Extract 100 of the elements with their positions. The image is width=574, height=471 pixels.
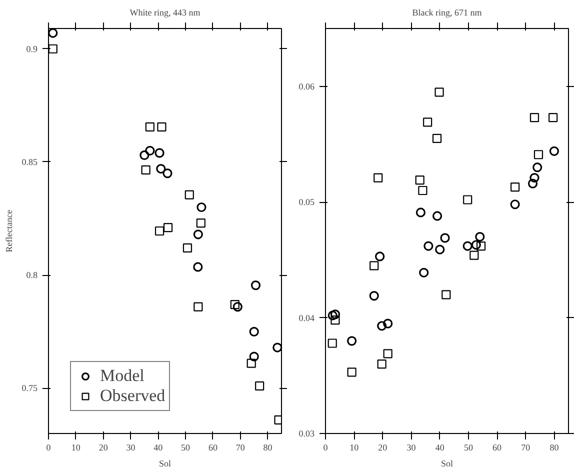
x-tick-label: 10 bbox=[350, 442, 360, 452]
y-tick-label: 0.04 bbox=[298, 312, 315, 323]
x-tick-label: 70 bbox=[236, 442, 246, 452]
x-tick-label: 0 bbox=[46, 442, 52, 452]
point bbox=[328, 338, 337, 348]
point bbox=[377, 360, 386, 369]
x-tick-label: 20 bbox=[378, 442, 388, 452]
point bbox=[154, 226, 164, 236]
legend-label: Observed bbox=[100, 386, 166, 406]
point bbox=[347, 368, 356, 377]
point bbox=[462, 241, 472, 251]
x-tick-label: 30 bbox=[126, 442, 136, 452]
point bbox=[471, 240, 481, 250]
point bbox=[194, 302, 203, 312]
point bbox=[328, 310, 338, 320]
x-axis-title: Sol bbox=[158, 458, 172, 468]
chart-title: Black ring, 671 nm bbox=[412, 8, 482, 18]
x-tick-label: 40 bbox=[154, 442, 164, 452]
point bbox=[154, 148, 164, 158]
chart-title: White ring, 443 nm bbox=[130, 8, 200, 18]
point bbox=[330, 316, 340, 325]
point bbox=[440, 233, 450, 243]
point bbox=[232, 302, 242, 312]
point bbox=[182, 243, 192, 253]
point bbox=[48, 44, 58, 54]
point bbox=[548, 113, 558, 122]
point bbox=[470, 250, 479, 260]
point bbox=[530, 172, 540, 183]
point bbox=[272, 342, 282, 352]
point bbox=[463, 195, 472, 204]
y-tick-label: 0.03 bbox=[298, 428, 315, 438]
point bbox=[196, 218, 206, 228]
point bbox=[432, 134, 442, 143]
point bbox=[510, 200, 520, 210]
point bbox=[249, 326, 259, 336]
point bbox=[534, 150, 544, 160]
y-tick-label: 0.8 bbox=[26, 270, 38, 280]
x-tick-label: 40 bbox=[435, 442, 445, 452]
point bbox=[442, 290, 451, 300]
point bbox=[141, 165, 150, 174]
point bbox=[530, 113, 540, 122]
x-tick-label: 0 bbox=[323, 442, 328, 452]
point bbox=[156, 164, 166, 174]
point bbox=[424, 241, 434, 251]
point bbox=[369, 291, 379, 301]
point bbox=[250, 280, 261, 290]
point bbox=[193, 262, 203, 272]
x-tick-label: 50 bbox=[464, 442, 474, 452]
point bbox=[157, 122, 166, 132]
point bbox=[48, 28, 58, 38]
point bbox=[162, 168, 172, 178]
point bbox=[375, 252, 385, 262]
y-tick-label: 0.05 bbox=[298, 197, 315, 208]
point bbox=[377, 321, 387, 331]
point bbox=[230, 300, 240, 310]
x-tick-label: 50 bbox=[181, 442, 191, 452]
y-axis-title: Reflectance bbox=[4, 210, 14, 252]
x-tick-label: 70 bbox=[521, 442, 531, 452]
point bbox=[532, 162, 542, 172]
point bbox=[145, 146, 155, 156]
x-tick-label: 80 bbox=[550, 442, 560, 452]
point bbox=[418, 186, 428, 196]
point bbox=[549, 146, 560, 156]
x-tick-label: 60 bbox=[492, 442, 502, 452]
point bbox=[416, 208, 426, 218]
point bbox=[383, 349, 392, 358]
point bbox=[374, 173, 383, 182]
point bbox=[246, 358, 256, 368]
legend-label: Model bbox=[100, 366, 144, 386]
point bbox=[370, 261, 379, 270]
x-tick-label: 20 bbox=[98, 442, 108, 452]
point bbox=[415, 176, 424, 185]
point bbox=[193, 230, 203, 240]
y-tick-label: 0.75 bbox=[22, 383, 38, 394]
point bbox=[347, 336, 357, 346]
y-tick-label: 0.9 bbox=[26, 44, 38, 54]
point bbox=[476, 241, 486, 251]
point bbox=[423, 118, 432, 127]
point bbox=[510, 182, 520, 192]
point bbox=[140, 150, 150, 160]
point bbox=[419, 268, 429, 278]
point bbox=[435, 244, 445, 254]
point bbox=[528, 178, 538, 188]
x-tick-label: 30 bbox=[406, 442, 416, 452]
point bbox=[255, 381, 264, 391]
point bbox=[475, 232, 485, 242]
point bbox=[330, 310, 340, 320]
point bbox=[432, 211, 442, 221]
x-axis-title: Sol bbox=[440, 458, 454, 468]
point bbox=[383, 318, 393, 328]
point bbox=[145, 122, 154, 132]
point bbox=[184, 190, 194, 200]
y-tick-label: 0.85 bbox=[22, 156, 38, 167]
y-tick-label: 0.06 bbox=[298, 81, 315, 92]
point bbox=[163, 223, 173, 232]
x-tick-label: 10 bbox=[71, 442, 81, 452]
point bbox=[434, 88, 444, 97]
point bbox=[196, 202, 206, 212]
point bbox=[249, 352, 259, 362]
x-tick-label: 80 bbox=[263, 442, 273, 452]
